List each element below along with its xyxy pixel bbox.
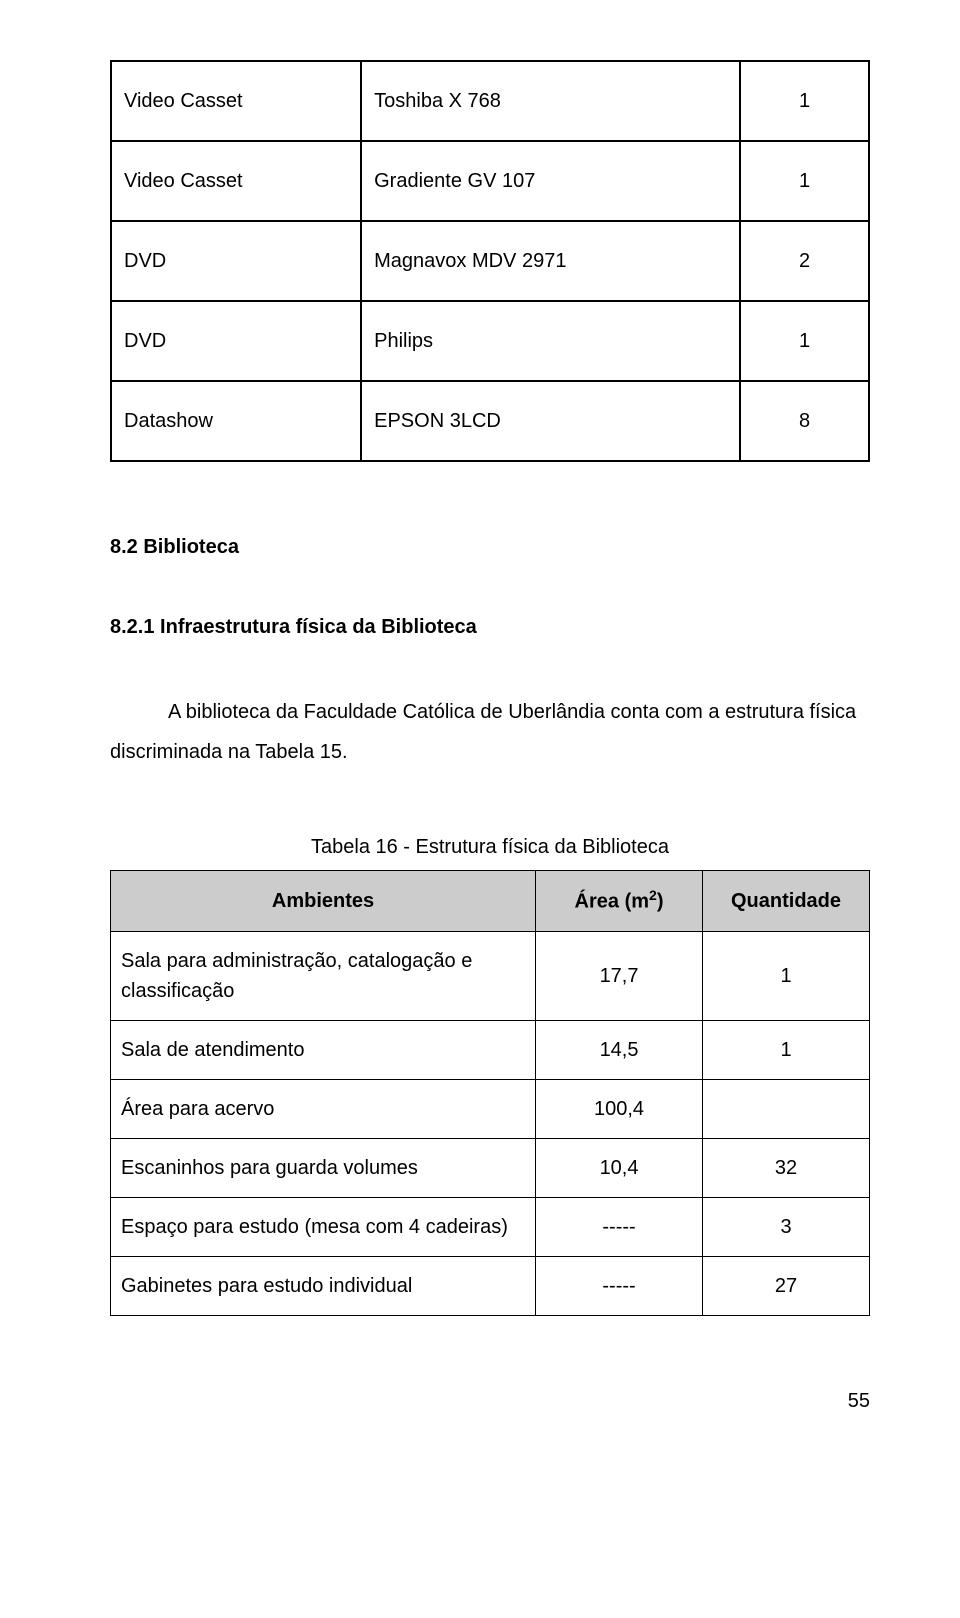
equip-model-cell: Philips (361, 301, 740, 381)
equip-qty-cell: 1 (740, 141, 869, 221)
equip-type-cell: DVD (111, 301, 361, 381)
area-cell: ----- (536, 1256, 703, 1315)
equip-model-cell: Toshiba X 768 (361, 61, 740, 141)
quantidade-cell: 1 (703, 1020, 870, 1079)
quantidade-cell: 3 (703, 1197, 870, 1256)
area-cell: 100,4 (536, 1079, 703, 1138)
ambiente-cell: Escaninhos para guarda volumes (111, 1138, 536, 1197)
ambiente-cell: Espaço para estudo (mesa com 4 cadeiras) (111, 1197, 536, 1256)
table-16-caption: Tabela 16 - Estrutura física da Bibliote… (110, 832, 870, 862)
equip-type-cell: DVD (111, 221, 361, 301)
area-cell: 17,7 (536, 931, 703, 1020)
table-row: Sala para administração, catalogação e c… (111, 931, 870, 1020)
table-row: Área para acervo100,4 (111, 1079, 870, 1138)
header-ambientes: Ambientes (111, 871, 536, 932)
header-area-post: ) (657, 891, 664, 913)
table-row: Escaninhos para guarda volumes10,432 (111, 1138, 870, 1197)
table-row: Video CassetToshiba X 7681 (111, 61, 869, 141)
equipment-table: Video CassetToshiba X 7681Video CassetGr… (110, 60, 870, 462)
page-number: 55 (110, 1386, 870, 1416)
quantidade-cell: 27 (703, 1256, 870, 1315)
equip-type-cell: Video Casset (111, 141, 361, 221)
quantidade-cell: 32 (703, 1138, 870, 1197)
equip-qty-cell: 8 (740, 381, 869, 461)
area-cell: 14,5 (536, 1020, 703, 1079)
ambiente-cell: Sala para administração, catalogação e c… (111, 931, 536, 1020)
table-row: Video CassetGradiente GV 1071 (111, 141, 869, 221)
structure-table: Ambientes Área (m2) Quantidade Sala para… (110, 870, 870, 1316)
table-row: DatashowEPSON 3LCD8 (111, 381, 869, 461)
equip-model-cell: EPSON 3LCD (361, 381, 740, 461)
table-row: Espaço para estudo (mesa com 4 cadeiras)… (111, 1197, 870, 1256)
paragraph-text: A biblioteca da Faculdade Católica de Ub… (110, 692, 870, 772)
ambiente-cell: Sala de atendimento (111, 1020, 536, 1079)
equip-type-cell: Video Casset (111, 61, 361, 141)
intro-paragraph: A biblioteca da Faculdade Católica de Ub… (110, 692, 870, 772)
section-8-2-title: 8.2 Biblioteca (110, 532, 870, 562)
equip-qty-cell: 1 (740, 301, 869, 381)
equip-qty-cell: 2 (740, 221, 869, 301)
table-row: DVDPhilips1 (111, 301, 869, 381)
structure-table-head: Ambientes Área (m2) Quantidade (111, 871, 870, 932)
area-cell: ----- (536, 1197, 703, 1256)
area-cell: 10,4 (536, 1138, 703, 1197)
table-row: DVDMagnavox MDV 29712 (111, 221, 869, 301)
header-area-pre: Área (m (575, 891, 649, 913)
quantidade-cell: 1 (703, 931, 870, 1020)
header-area: Área (m2) (536, 871, 703, 932)
header-area-sup: 2 (649, 887, 657, 903)
subsection-8-2-1-title: 8.2.1 Infraestrutura física da Bibliotec… (110, 612, 870, 642)
equipment-table-body: Video CassetToshiba X 7681Video CassetGr… (111, 61, 869, 461)
equip-model-cell: Gradiente GV 107 (361, 141, 740, 221)
ambiente-cell: Gabinetes para estudo individual (111, 1256, 536, 1315)
equip-qty-cell: 1 (740, 61, 869, 141)
structure-table-body: Sala para administração, catalogação e c… (111, 931, 870, 1315)
quantidade-cell (703, 1079, 870, 1138)
equip-model-cell: Magnavox MDV 2971 (361, 221, 740, 301)
header-quantidade: Quantidade (703, 871, 870, 932)
equip-type-cell: Datashow (111, 381, 361, 461)
ambiente-cell: Área para acervo (111, 1079, 536, 1138)
table-row: Gabinetes para estudo individual-----27 (111, 1256, 870, 1315)
table-row: Sala de atendimento14,51 (111, 1020, 870, 1079)
